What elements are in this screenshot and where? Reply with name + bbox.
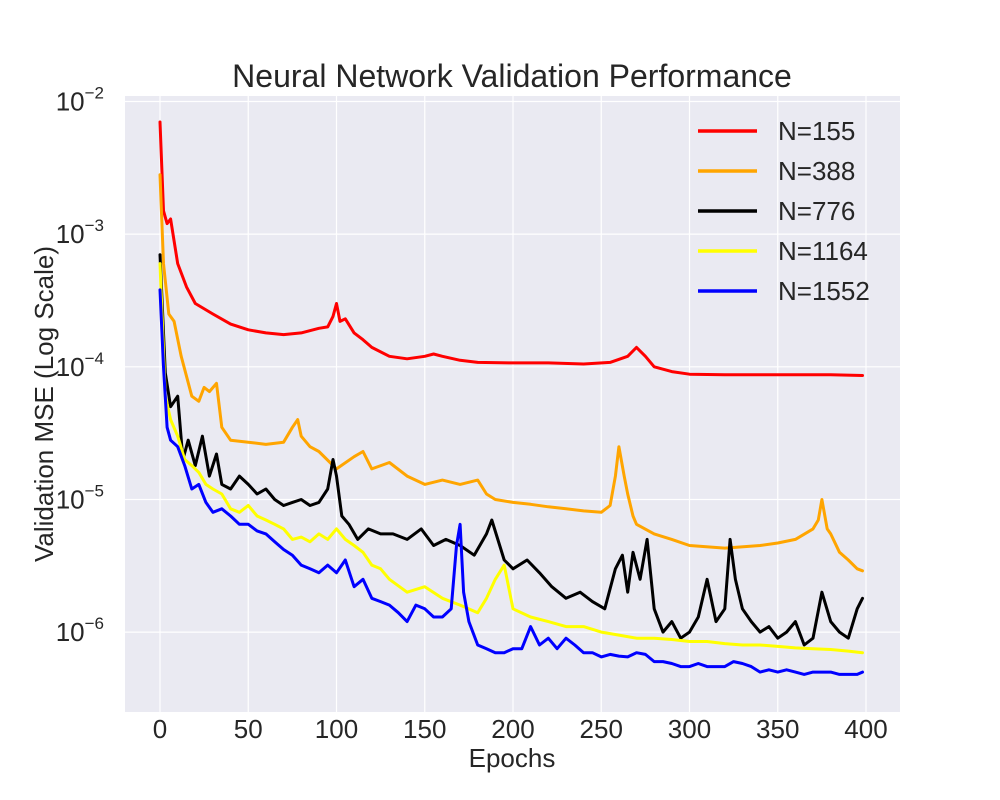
- series-lines: [158, 120, 864, 676]
- x-tick-label: 200: [491, 714, 534, 744]
- x-tick-label: 0: [153, 714, 167, 744]
- legend-label: N=155: [778, 116, 855, 146]
- legend-label: N=1552: [778, 276, 870, 306]
- legend: N=155 N=388 N=776 N=1164 N=1552: [698, 116, 870, 306]
- x-tick-label: 50: [234, 714, 263, 744]
- y-tick-label: 10−4: [56, 349, 104, 382]
- x-tick-label: 350: [756, 714, 799, 744]
- x-tick-label: 150: [403, 714, 446, 744]
- x-tick-label: 400: [844, 714, 887, 744]
- x-tick-label: 100: [315, 714, 358, 744]
- series-line-n-388: [158, 173, 864, 573]
- x-tick-label: 250: [580, 714, 623, 744]
- series-line-n-1164: [158, 262, 864, 655]
- y-tick-label: 10−2: [56, 83, 104, 116]
- legend-label: N=1164: [778, 236, 868, 266]
- y-tick-label: 10−6: [56, 614, 104, 647]
- y-tick-label: 10−5: [56, 481, 104, 514]
- x-axis-label: Epochs: [469, 743, 556, 773]
- chart-title: Neural Network Validation Performance: [232, 58, 792, 94]
- y-tick-label: 10−3: [56, 216, 104, 249]
- legend-label: N=388: [778, 156, 855, 186]
- grid: [125, 96, 900, 712]
- x-tick-labels: 0 50 100 150 200 250 300 350 400: [153, 714, 888, 744]
- series-line-n-776: [158, 253, 864, 647]
- series-line-n-1552: [158, 288, 864, 676]
- legend-label: N=776: [778, 196, 855, 226]
- series-line-n-155: [158, 120, 864, 377]
- y-axis-label: Validation MSE (Log Scale): [29, 246, 59, 562]
- x-tick-label: 300: [668, 714, 711, 744]
- y-tick-labels: 10−2 10−3 10−4 10−5 10−6: [56, 83, 104, 647]
